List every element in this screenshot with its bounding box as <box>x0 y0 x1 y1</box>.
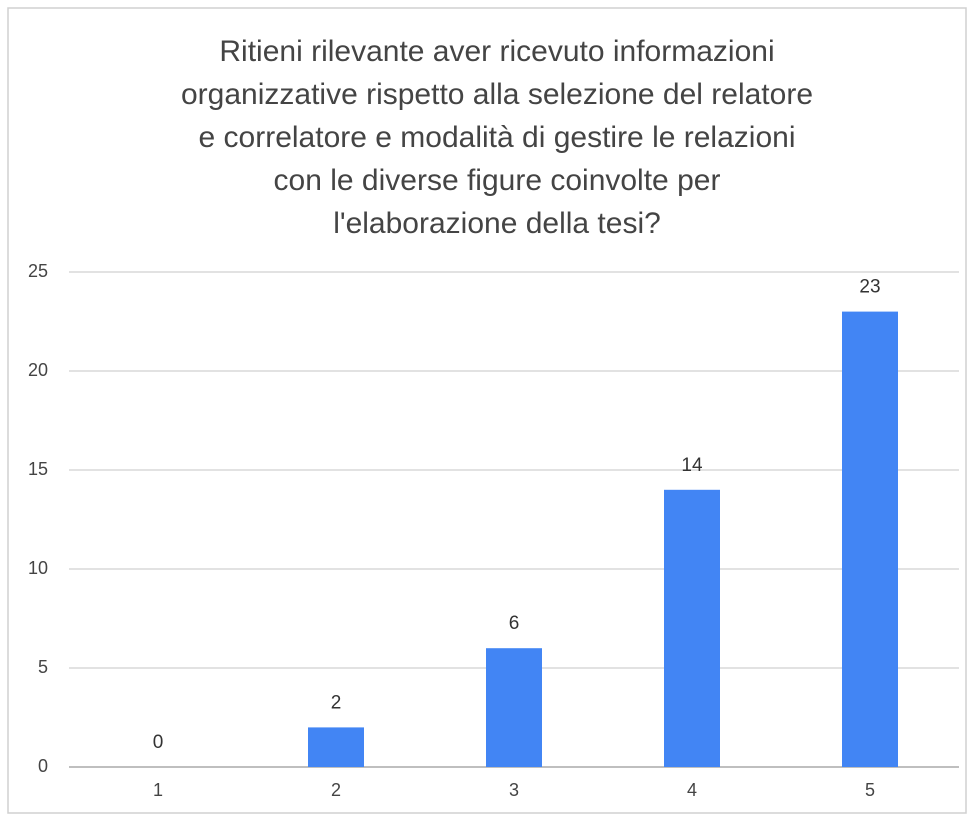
chart-title: organizzative rispetto alla selezione de… <box>181 78 813 111</box>
bar <box>308 727 364 767</box>
x-tick-label: 2 <box>331 780 341 800</box>
y-tick-label: 5 <box>38 657 48 677</box>
data-label: 0 <box>153 732 164 753</box>
y-tick-label: 10 <box>28 558 48 578</box>
chart-title: l'elaborazione della tesi? <box>333 207 661 240</box>
y-tick-label: 0 <box>38 756 48 776</box>
bar <box>664 489 720 767</box>
x-tick-label: 3 <box>509 780 519 800</box>
y-tick-label: 15 <box>28 459 48 479</box>
data-label: 2 <box>331 692 342 713</box>
x-tick-label: 4 <box>687 780 697 800</box>
chart-title: Ritieni rilevante aver ricevuto informaz… <box>219 35 774 68</box>
chart-title: con le diverse figure coinvolte per <box>274 164 721 197</box>
x-tick-label: 1 <box>153 780 163 800</box>
data-label: 23 <box>859 277 880 298</box>
y-tick-label: 20 <box>28 360 48 380</box>
data-label: 14 <box>681 455 703 476</box>
y-tick-label: 25 <box>28 261 48 281</box>
x-tick-label: 5 <box>865 780 875 800</box>
bar <box>486 648 542 767</box>
bar <box>842 311 898 767</box>
data-label: 6 <box>509 613 520 634</box>
chart-title: e correlatore e modalità di gestire le r… <box>199 121 796 154</box>
